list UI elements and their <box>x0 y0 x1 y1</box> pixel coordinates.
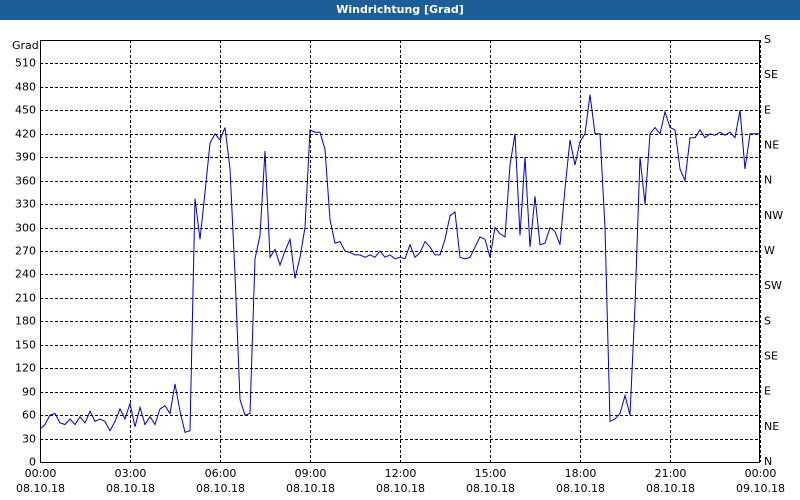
y-tick-label: 300 <box>15 222 36 235</box>
y2-tick-label: SE <box>764 350 778 363</box>
y-tick-label: 210 <box>15 292 36 305</box>
y-tick-label: 240 <box>15 268 36 281</box>
y2-tick-label: E <box>764 385 771 398</box>
y-tick-label: 360 <box>15 175 36 188</box>
y-tick-label: 330 <box>15 198 36 211</box>
y-tick-label: 120 <box>15 362 36 375</box>
y-tick-label: 90 <box>22 386 36 399</box>
y-tick-label: 0 <box>29 456 36 469</box>
x-tick-label: 06:00 08.10.18 <box>196 467 245 495</box>
plot-frame <box>40 40 760 463</box>
y2-tick-label: SE <box>764 68 778 81</box>
y-tick-label: 390 <box>15 151 36 164</box>
y-tick-label: 30 <box>22 433 36 446</box>
y2-tick-label: NW <box>764 209 783 222</box>
y-axis-label: Grad <box>12 39 39 52</box>
y2-tick-label: W <box>764 244 775 257</box>
x-tick-label: 18:00 08.10.18 <box>556 467 605 495</box>
y2-tick-label: N <box>764 455 772 468</box>
x-tick-label: 21:00 08.10.18 <box>646 467 695 495</box>
x-tick-label: 00:00 09.10.18 <box>736 467 785 495</box>
y-tick-label: 180 <box>15 315 36 328</box>
x-tick-label: 00:00 08.10.18 <box>16 467 65 495</box>
y2-tick-label: S <box>764 33 771 46</box>
y2-tick-label: S <box>764 314 771 327</box>
x-tick-label: 15:00 08.10.18 <box>466 467 515 495</box>
y2-tick-label: N <box>764 174 772 187</box>
x-tick-label: 03:00 08.10.18 <box>106 467 155 495</box>
y-tick-label: 480 <box>15 81 36 94</box>
y-tick-label: 60 <box>22 409 36 422</box>
y-tick-label: 450 <box>15 104 36 117</box>
y2-tick-label: NE <box>764 420 779 433</box>
y-tick-label: 420 <box>15 128 36 141</box>
data-line <box>39 94 760 433</box>
y2-tick-label: E <box>764 103 771 116</box>
x-tick-label: 09:00 08.10.18 <box>286 467 335 495</box>
y-tick-label: 510 <box>15 57 36 70</box>
y-tick-label: 150 <box>15 339 36 352</box>
chart-title: Windrichtung [Grad] <box>0 0 800 20</box>
y2-tick-label: SW <box>764 279 782 292</box>
y-tick-label: 270 <box>15 245 36 258</box>
x-tick-label: 12:00 08.10.18 <box>376 467 425 495</box>
y2-tick-label: NE <box>764 139 779 152</box>
